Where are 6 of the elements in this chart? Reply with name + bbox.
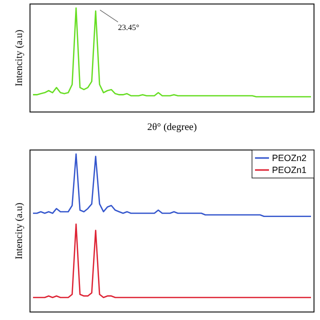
y-axis-title: Intencity (a.u) [14,30,25,86]
y-axis-title: Intencity (a.u) [14,202,25,260]
legend-label: PEOZn2 [272,153,307,163]
x-axis-title: 2θ° (degree) [147,122,197,133]
legend-label: PEOZn1 [272,165,307,175]
annotation: 23.45° [118,23,140,32]
